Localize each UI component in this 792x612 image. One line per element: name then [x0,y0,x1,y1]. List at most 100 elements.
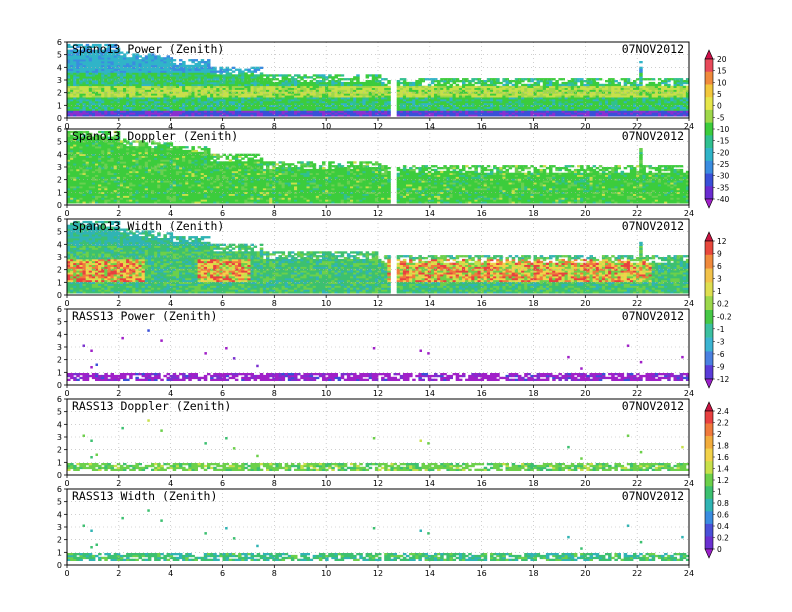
cell [79,43,83,47]
cell [104,87,108,90]
cell [281,102,286,106]
cell [104,81,108,85]
cell [132,104,136,107]
cell [216,93,220,96]
cell [318,74,323,77]
cell [147,85,152,88]
cell [98,81,102,85]
cell [85,89,90,92]
cell [98,83,102,87]
cell [281,97,286,100]
cell [160,95,164,98]
cell [141,78,146,81]
y-tick-label: 1 [57,101,62,110]
cell [182,70,186,73]
cell [76,78,80,81]
cell [247,74,251,77]
cell [287,112,292,115]
cell [175,72,180,75]
cell [328,76,332,79]
cell [312,110,317,113]
cell [241,104,245,107]
cell [157,104,161,107]
cell [129,104,133,107]
cell [98,68,102,71]
cell [278,108,282,111]
cell [219,99,223,102]
cell [207,89,211,92]
cell [73,102,77,106]
cell [228,112,233,115]
cell [269,102,273,106]
cell [67,57,71,60]
cell [210,114,214,117]
cell [67,68,71,71]
cell [104,57,108,60]
cell [95,110,99,113]
cell [101,76,105,79]
cell [275,100,279,104]
cell [188,74,192,77]
cell [328,91,332,94]
cell [73,80,77,83]
cell [151,59,155,62]
cell [216,89,220,92]
cell [231,87,236,90]
cell [200,64,205,68]
cell [157,91,161,94]
cell [222,87,226,90]
cell [110,108,114,111]
cell [290,102,295,106]
cell [502,83,506,87]
cell [85,66,90,69]
cell [200,83,205,87]
cell [272,102,276,106]
cell [119,55,124,58]
cell [123,87,127,90]
cell [219,110,223,113]
cell [222,95,226,98]
cell [76,85,80,88]
cell [144,55,149,58]
cell [253,100,258,104]
cell [154,80,158,83]
cell [76,80,80,83]
cell [88,78,93,81]
cell [67,64,71,68]
cell [287,87,292,90]
cell [163,83,167,87]
cell [210,106,214,109]
cell [281,87,286,90]
cell [73,66,77,69]
cell [141,66,146,69]
cell [253,78,258,81]
cell [315,81,320,85]
cell [85,43,90,47]
cell [250,110,254,113]
cell [98,59,102,62]
cell [104,43,108,47]
cell [247,95,251,98]
cell [188,78,192,81]
cell [328,102,332,106]
cell [210,100,214,104]
cell [253,93,258,96]
cell [79,51,83,54]
cell [303,83,307,87]
cell [70,99,74,102]
cell [207,106,211,109]
cell [353,76,357,79]
cell [234,68,239,71]
cell [318,106,323,109]
cell [210,93,214,96]
cell [194,85,198,88]
cell [179,102,183,106]
cell [315,76,320,79]
cell [76,62,80,66]
cell [154,85,158,88]
cell [328,85,332,88]
cell [210,108,214,111]
cell [318,95,323,98]
cell [70,45,74,49]
cell [151,61,155,64]
